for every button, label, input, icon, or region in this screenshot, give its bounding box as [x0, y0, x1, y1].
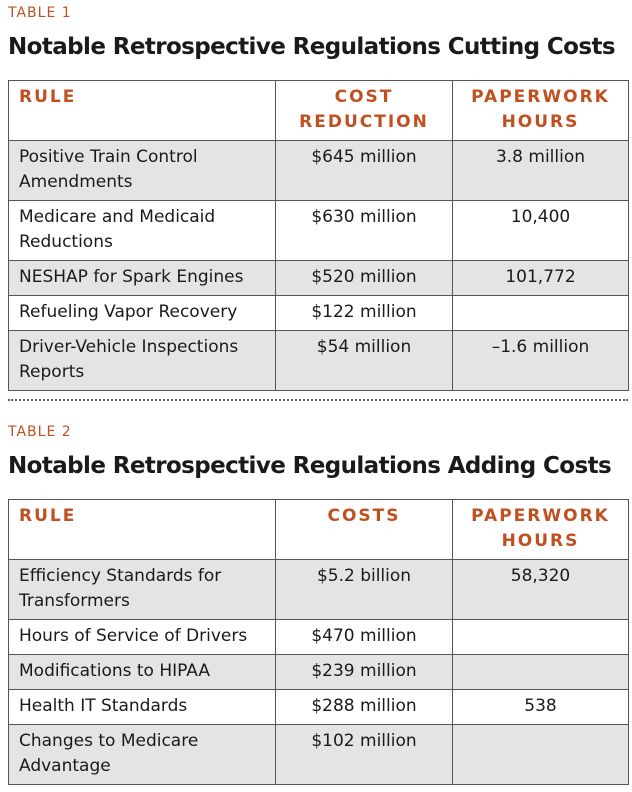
- table-cell: Efficiency Standards for Transformers: [8, 559, 276, 620]
- table-cell: 538: [452, 689, 629, 725]
- table-cell: Hours of Service of Drivers: [8, 619, 276, 655]
- table-cell: 3.8 million: [452, 140, 629, 201]
- table-block: TABLE 1 Notable Retrospective Regulations…: [8, 4, 629, 391]
- column-header: PAPERWORK HOURS: [452, 499, 629, 560]
- table-cell: [452, 654, 629, 690]
- table-cell: [452, 619, 629, 655]
- table-row: NESHAP for Spark Engines $520 million 101,…: [8, 260, 629, 296]
- table-label: TABLE 2: [8, 424, 72, 440]
- separator: [8, 399, 628, 401]
- table-cell: Health IT Standards: [8, 689, 276, 725]
- column-header: COSTS: [275, 499, 453, 560]
- table-row: Medicare and Medicaid Reductions $630 mil…: [8, 200, 629, 261]
- column-header: PAPERWORK HOURS: [452, 80, 629, 141]
- table-row: Efficiency Standards for Transformers $5.…: [8, 559, 629, 620]
- table-cell: $239 million: [275, 654, 453, 690]
- table-cell: Medicare and Medicaid Reductions: [8, 200, 276, 261]
- table-title: Notable Retrospective Regulations Cuttin…: [8, 34, 616, 60]
- table-cell: 58,320: [452, 559, 629, 620]
- table-row: Health IT Standards $288 million 538: [8, 689, 629, 725]
- table-cell: 101,772: [452, 260, 629, 296]
- column-header: COST REDUCTION: [275, 80, 453, 141]
- table-label: TABLE 1: [8, 5, 72, 21]
- table-cell: Modifications to HIPAA: [8, 654, 276, 690]
- table-row: Hours of Service of Drivers $470 million: [8, 619, 629, 655]
- header-row: RULE COSTS PAPERWORK HOURS: [8, 499, 629, 560]
- column-header: RULE: [8, 499, 276, 560]
- table-cell: $122 million: [275, 295, 453, 331]
- column-header: RULE: [8, 80, 276, 141]
- table-cell: –1.6 million: [452, 330, 629, 391]
- table-cell: $5.2 billion: [275, 559, 453, 620]
- table-cell: $470 million: [275, 619, 453, 655]
- table-cell: $288 million: [275, 689, 453, 725]
- table-cell: $520 million: [275, 260, 453, 296]
- table-row: Driver-Vehicle Inspections Reports $54 mi…: [8, 330, 629, 391]
- table-cell: [452, 724, 629, 785]
- table-row: Changes to Medicare Advantage $102 millio…: [8, 724, 629, 785]
- table-cell: Positive Train Control Amendments: [8, 140, 276, 201]
- table-cell: [452, 295, 629, 331]
- table-cell: $102 million: [275, 724, 453, 785]
- table-block: TABLE 2 Notable Retrospective Regulations…: [8, 423, 629, 785]
- table-cell: NESHAP for Spark Engines: [8, 260, 276, 296]
- table-cell: Driver-Vehicle Inspections Reports: [8, 330, 276, 391]
- table-row: Modifications to HIPAA $239 million: [8, 654, 629, 690]
- table-cell: Changes to Medicare Advantage: [8, 724, 276, 785]
- header-row: RULE COST REDUCTION PAPERWORK HOURS: [8, 80, 629, 141]
- table-title: Notable Retrospective Regulations Adding…: [8, 453, 612, 479]
- data-table: RULE COST REDUCTION PAPERWORK HOURS Positiv…: [8, 80, 629, 391]
- table-cell: 10,400: [452, 200, 629, 261]
- table-cell: $645 million: [275, 140, 453, 201]
- table-row: Refueling Vapor Recovery $122 million: [8, 295, 629, 331]
- data-table: RULE COSTS PAPERWORK HOURS Efficiency Stand…: [8, 499, 629, 785]
- table-cell: $54 million: [275, 330, 453, 391]
- table-row: Positive Train Control Amendments $645 mi…: [8, 140, 629, 201]
- table-cell: $630 million: [275, 200, 453, 261]
- table-cell: Refueling Vapor Recovery: [8, 295, 276, 331]
